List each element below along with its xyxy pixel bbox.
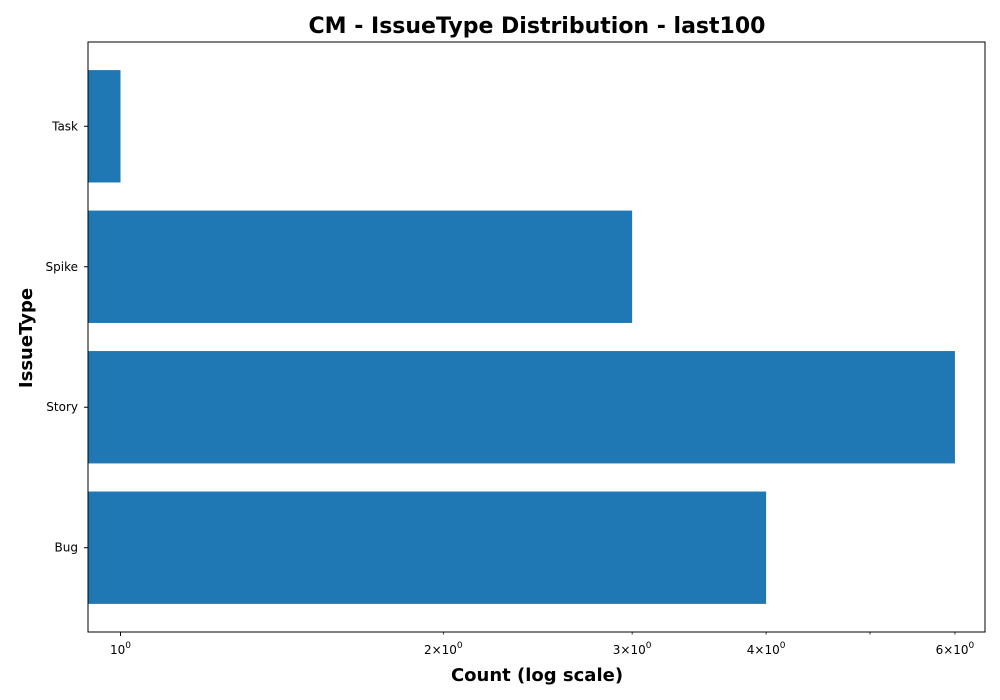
x-tick-label: 6×100 [936,641,975,657]
bar-story [88,351,955,464]
plot-frame [87,41,986,633]
x-tick-label: 3×100 [613,641,652,657]
y-tick-label-bug: Bug [55,541,78,555]
y-tick-label-spike: Spike [46,260,78,274]
x-tick-label: 4×100 [747,641,786,657]
y-axis-label: IssueType [16,288,37,388]
y-tick-label-task: Task [51,119,78,133]
x-tick-label: 2×100 [424,641,463,657]
bars-layer [88,70,955,604]
bar-spike [88,210,633,323]
bar-bug [88,491,767,604]
x-axis-label: Count (log scale) [451,665,623,686]
y-tick-label-story: Story [46,400,78,414]
bar-task [88,70,121,183]
chart-title: CM - IssueType Distribution - last100 [309,14,766,39]
